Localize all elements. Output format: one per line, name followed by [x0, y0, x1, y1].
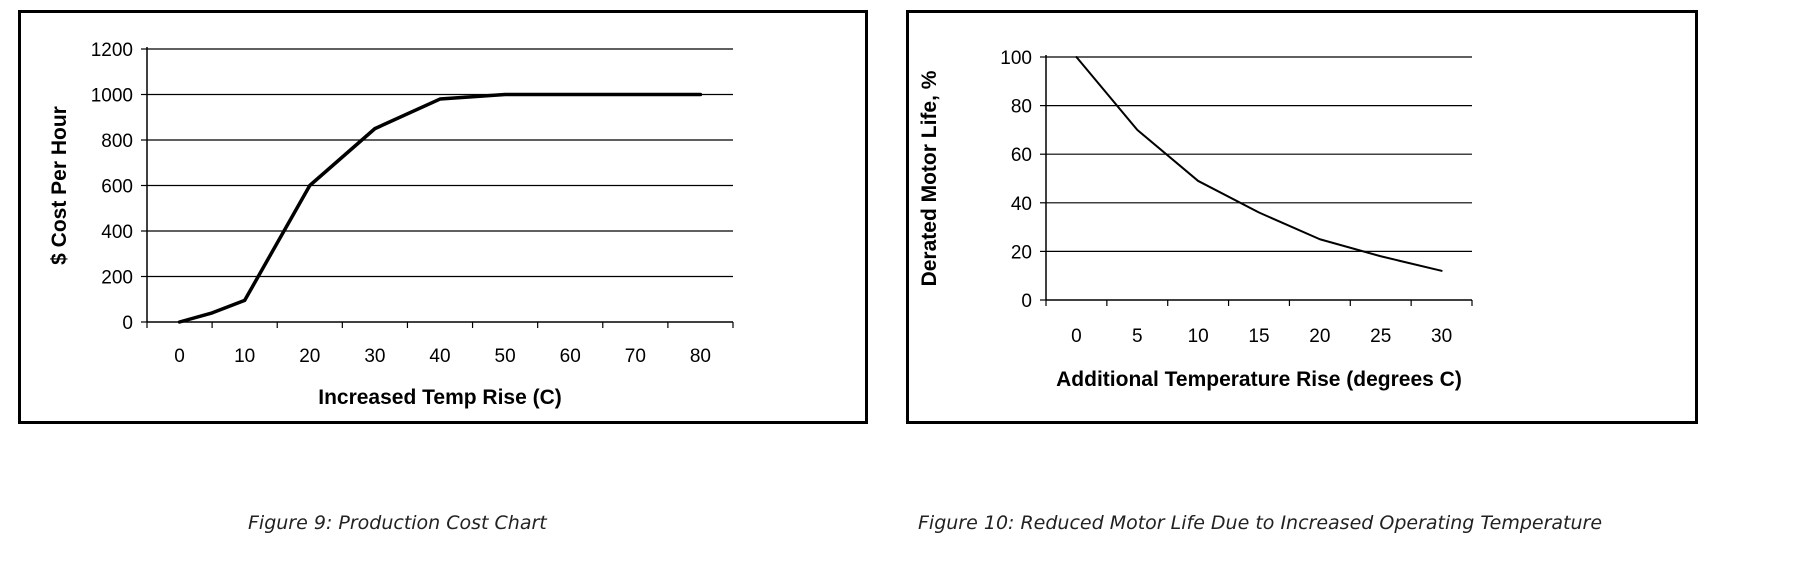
- y-tick-label: 200: [101, 268, 133, 289]
- figure-10: 0 20 40 60 80 100 0 5 10 15 20 25 30 Additional Tempe…: [890, 0, 1780, 580]
- y-tick-label: 60: [1011, 145, 1032, 166]
- x-tick-label: 60: [560, 346, 581, 367]
- y-tick-label: 800: [101, 131, 133, 152]
- y-tick-label: 1000: [91, 86, 133, 107]
- y-tick-label: 400: [101, 222, 133, 243]
- y-tick-label: 0: [1021, 291, 1032, 312]
- y-tick-label: 100: [1000, 48, 1032, 69]
- x-tick-label: 20: [299, 346, 320, 367]
- y-tick-label: 1200: [91, 40, 133, 61]
- caption-figure-10: Figure 10: Reduced Motor Life Due to Inc…: [918, 512, 1603, 534]
- caption-figure-9: Figure 9: Production Cost Chart: [248, 512, 547, 534]
- x-tick-label: 20: [1309, 326, 1330, 347]
- x-tick-label: 25: [1370, 326, 1391, 347]
- x-tick-label: 10: [234, 346, 255, 367]
- x-tick-label: 40: [429, 346, 450, 367]
- figure-9: 0 200 400 600 800 1000 1200 0 10 20 30 40 50 60 70 80 In…: [0, 0, 880, 580]
- x-tick-label: 0: [1071, 326, 1082, 347]
- y-tick-label: 80: [1011, 97, 1032, 118]
- x-axis-title: Increased Temp Rise (C): [318, 386, 562, 409]
- y-axis-title: Derated Motor Life, %: [918, 70, 941, 286]
- y-axis-title: $ Cost Per Hour: [48, 106, 71, 265]
- y-tick-label: 0: [122, 313, 133, 334]
- y-tick-label: 40: [1011, 194, 1032, 215]
- x-axis-title: Additional Temperature Rise (degrees C): [1056, 368, 1462, 391]
- x-tick-label: 0: [174, 346, 185, 367]
- x-tick-label: 70: [625, 346, 646, 367]
- series-line: [1075, 56, 1443, 272]
- chart-frame-production-cost: [18, 10, 868, 424]
- x-tick-label: 10: [1188, 326, 1209, 347]
- x-tick-label: 50: [495, 346, 516, 367]
- x-tick-label: 30: [1431, 326, 1452, 347]
- x-tick-label: 5: [1132, 326, 1143, 347]
- chart-frame-motor-life: [906, 10, 1698, 424]
- production-cost-chart: 0 200 400 600 800 1000 1200 0 10 20 30 40 50 60 70 80 In…: [48, 40, 734, 409]
- series-line: [177, 92, 703, 324]
- motor-life-chart: 0 20 40 60 80 100 0 5 10 15 20 25 30 Additional Tempe…: [918, 48, 1473, 391]
- x-tick-label: 15: [1248, 326, 1269, 347]
- x-tick-label: 30: [364, 346, 385, 367]
- x-tick-label: 80: [690, 346, 711, 367]
- y-tick-label: 20: [1011, 242, 1032, 263]
- y-tick-label: 600: [101, 177, 133, 198]
